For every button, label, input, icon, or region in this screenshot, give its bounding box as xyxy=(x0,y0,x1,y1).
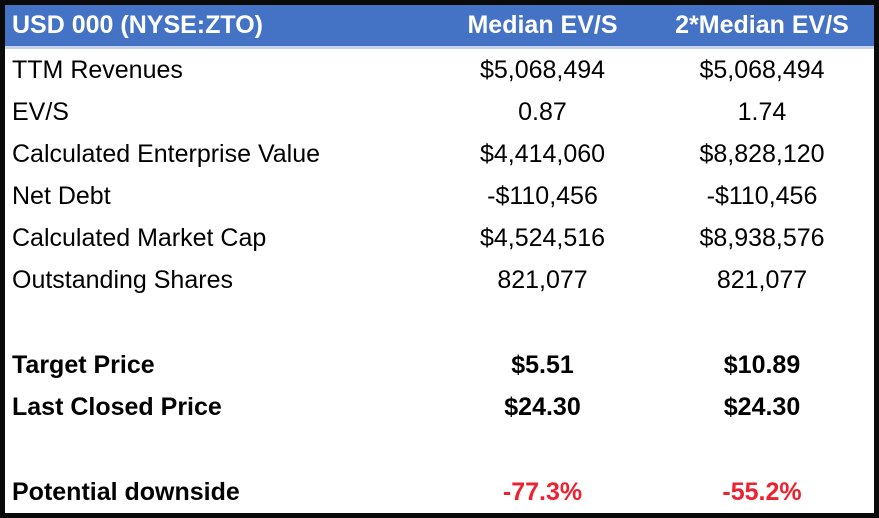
row-value-median: $24.30 xyxy=(504,392,581,421)
row-value-2x-median-downside-pct: -55.2% xyxy=(722,477,802,506)
table-row-calculated-enterprise-value: Calculated Enterprise Value $4,414,060 $… xyxy=(5,133,874,175)
table-row-evs: EV/S 0.87 1.74 xyxy=(5,91,874,133)
row-value-median: 0.87 xyxy=(518,97,567,126)
row-label: Net Debt xyxy=(12,181,111,210)
row-value-median: $4,524,516 xyxy=(479,223,606,252)
row-label: Target Price xyxy=(12,350,155,379)
table-row-ttm-revenues: TTM Revenues $5,068,494 $5,068,494 xyxy=(5,49,874,91)
table-title: USD 000 (NYSE:ZTO) xyxy=(12,11,263,39)
row-value-2x-median: $10.89 xyxy=(723,350,801,379)
table-header-row: USD 000 (NYSE:ZTO) Median EV/S 2*Median … xyxy=(5,5,874,49)
row-value-median: 821,077 xyxy=(497,265,588,294)
row-value-2x-median: $8,828,120 xyxy=(699,139,825,168)
table-row-potential-downside: Potential downside -77.3% -55.2% xyxy=(5,471,874,513)
row-value-median: -$110,456 xyxy=(487,181,598,210)
spacer-row xyxy=(5,301,874,344)
row-value-median: $5.51 xyxy=(511,350,574,379)
spacer-row xyxy=(5,428,874,471)
table-row-last-closed-price: Last Closed Price $24.30 $24.30 xyxy=(5,386,874,428)
table-row-net-debt: Net Debt -$110,456 -$110,456 xyxy=(5,175,874,217)
row-value-2x-median: $24.30 xyxy=(723,392,801,421)
row-value-median: $4,414,060 xyxy=(479,139,606,168)
table-row-calculated-market-cap: Calculated Market Cap $4,524,516 $8,938,… xyxy=(5,217,874,259)
row-value-2x-median: 821,077 xyxy=(716,265,808,294)
row-value-2x-median: $5,068,494 xyxy=(699,55,825,84)
row-label: Calculated Market Cap xyxy=(12,223,267,252)
row-value-median: $5,068,494 xyxy=(479,55,606,84)
column-header-median-evs: Median EV/S xyxy=(467,11,618,39)
table-row-outstanding-shares: Outstanding Shares 821,077 821,077 xyxy=(5,259,874,301)
row-value-2x-median: -$110,456 xyxy=(706,181,818,210)
row-label: Calculated Enterprise Value xyxy=(12,139,321,168)
column-header-2x-median-evs: 2*Median EV/S xyxy=(675,11,849,39)
row-label: Last Closed Price xyxy=(12,392,222,421)
row-value-2x-median: $8,938,576 xyxy=(699,223,825,252)
row-label: EV/S xyxy=(12,97,69,126)
row-label: TTM Revenues xyxy=(12,55,183,84)
table-row-target-price: Target Price $5.51 $10.89 xyxy=(5,344,874,386)
row-label: Potential downside xyxy=(12,477,240,506)
row-value-2x-median: 1.74 xyxy=(737,97,787,126)
row-value-median-downside-pct: -77.3% xyxy=(502,477,583,506)
row-label: Outstanding Shares xyxy=(12,265,233,294)
